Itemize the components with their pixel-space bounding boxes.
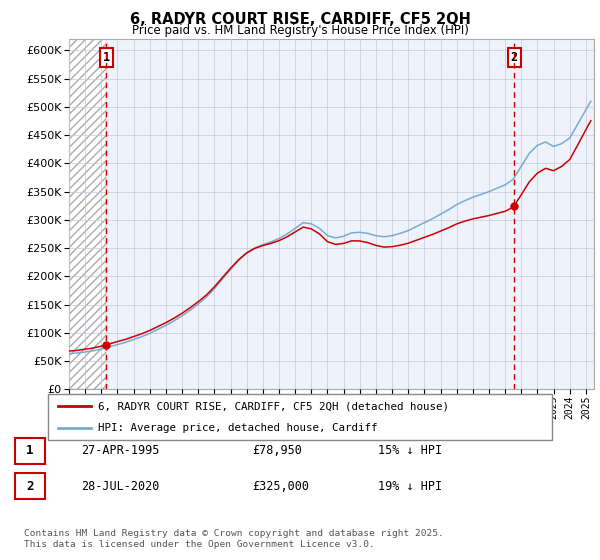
Text: 2: 2 [26, 479, 34, 493]
Bar [69, 39, 106, 389]
Text: £78,950: £78,950 [252, 444, 302, 458]
Text: 15% ↓ HPI: 15% ↓ HPI [378, 444, 442, 458]
Text: 1: 1 [26, 444, 34, 458]
Text: 28-JUL-2020: 28-JUL-2020 [81, 479, 160, 493]
Text: 6, RADYR COURT RISE, CARDIFF, CF5 2QH (detached house): 6, RADYR COURT RISE, CARDIFF, CF5 2QH (d… [98, 401, 449, 411]
Text: Contains HM Land Registry data © Crown copyright and database right 2025.
This d: Contains HM Land Registry data © Crown c… [24, 529, 444, 549]
Text: HPI: Average price, detached house, Cardiff: HPI: Average price, detached house, Card… [98, 423, 378, 433]
Text: 6, RADYR COURT RISE, CARDIFF, CF5 2QH: 6, RADYR COURT RISE, CARDIFF, CF5 2QH [130, 12, 470, 27]
Text: 2: 2 [511, 52, 518, 64]
Text: £325,000: £325,000 [252, 479, 309, 493]
Text: 27-APR-1995: 27-APR-1995 [81, 444, 160, 458]
Text: 1: 1 [103, 52, 110, 64]
Text: 19% ↓ HPI: 19% ↓ HPI [378, 479, 442, 493]
Text: Price paid vs. HM Land Registry's House Price Index (HPI): Price paid vs. HM Land Registry's House … [131, 24, 469, 36]
